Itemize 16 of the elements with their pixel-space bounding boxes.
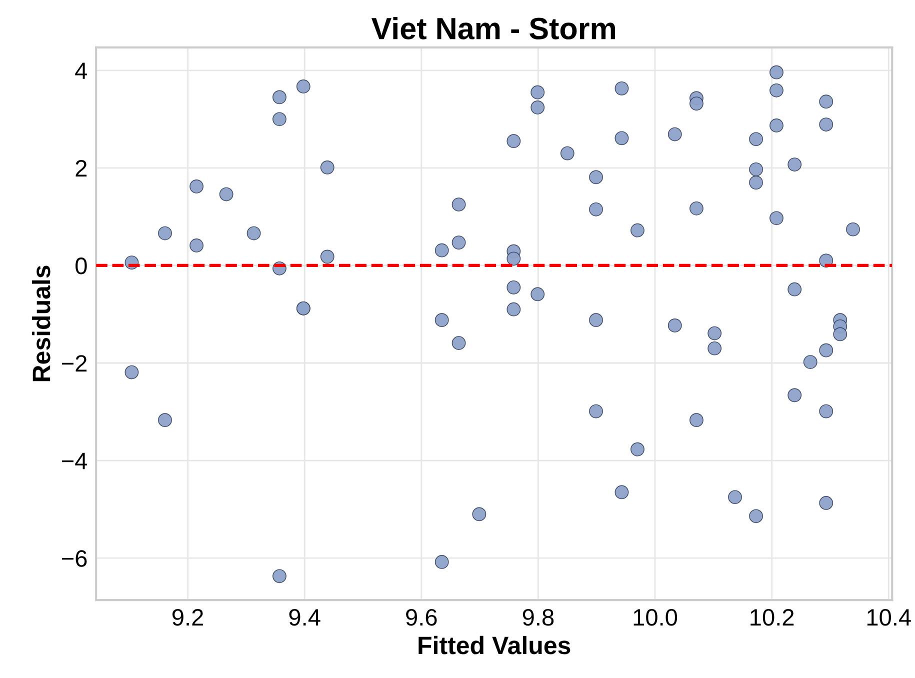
y-tick-label: 4: [75, 62, 88, 79]
x-tick-label: 9.2: [172, 608, 203, 626]
y-tick-label: 2: [76, 160, 87, 176]
x-tick-label: 10.4: [867, 608, 911, 626]
y-tick-label: −6: [62, 550, 87, 567]
x-tick-label: 9.4: [289, 608, 320, 626]
y-tick-label: −2: [62, 355, 87, 372]
x-tick-label: 10.0: [634, 608, 678, 626]
y-axis-title: Residuals: [32, 266, 50, 382]
x-tick-label: 9.6: [406, 608, 437, 626]
y-tick-label: −4: [62, 452, 88, 470]
x-axis-title: Fitted Values: [418, 636, 570, 654]
chart-title: Viet Nam - Storm: [371, 16, 616, 40]
y-tick-label: 0: [76, 258, 87, 274]
x-tick-label: 9.8: [522, 608, 554, 626]
x-tick-label: 10.2: [750, 608, 794, 626]
